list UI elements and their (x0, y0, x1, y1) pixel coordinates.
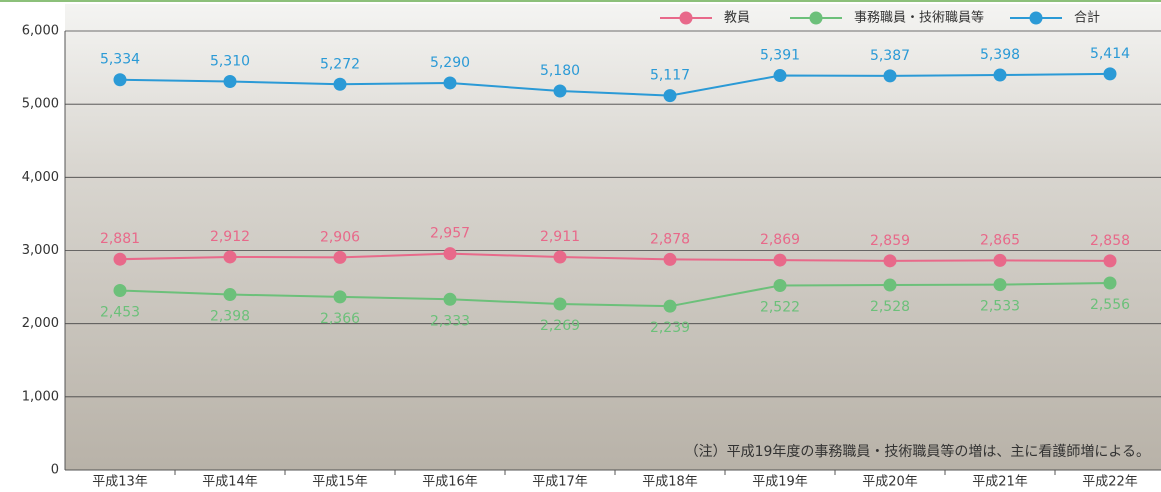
value-label: 2,859 (870, 233, 910, 249)
point (114, 73, 127, 86)
value-label: 2,865 (980, 232, 1020, 248)
x-tick-label: 平成13年 (92, 475, 148, 490)
legend-label: 教員 (724, 10, 750, 26)
x-tick-label: 平成17年 (532, 475, 588, 490)
y-tick-label: 3,000 (22, 243, 59, 258)
x-tick-label: 平成20年 (862, 475, 918, 490)
value-label: 2,533 (980, 299, 1020, 315)
point (334, 251, 347, 264)
point (554, 251, 567, 264)
value-label: 5,272 (320, 56, 360, 72)
x-tick-label: 平成18年 (642, 475, 698, 490)
point (664, 89, 677, 102)
value-label: 2,906 (320, 229, 360, 245)
legend-label: 事務職員・技術職員等 (854, 10, 984, 26)
chart: （注）平成19年度の事務職員・技術職員等の増は、主に看護師増による。 0 1,00… (0, 0, 1161, 492)
point (774, 254, 787, 267)
value-label: 5,414 (1090, 46, 1130, 62)
y-tick-label: 0 (51, 463, 59, 478)
value-label: 5,310 (210, 53, 250, 69)
value-label: 5,387 (870, 48, 910, 64)
y-tick-label: 5,000 (22, 97, 59, 112)
value-label: 2,269 (540, 318, 580, 334)
point (884, 254, 897, 267)
value-label: 2,878 (650, 231, 690, 247)
value-label: 2,556 (1090, 297, 1130, 313)
x-tick-label: 平成14年 (202, 475, 258, 490)
point (1104, 254, 1117, 267)
value-label: 2,333 (430, 313, 470, 329)
value-label: 2,522 (760, 299, 800, 315)
point (774, 69, 787, 82)
point (1104, 276, 1117, 289)
x-tick-label: 平成21年 (972, 475, 1028, 490)
point (664, 253, 677, 266)
point (994, 69, 1007, 82)
value-label: 5,398 (980, 47, 1020, 63)
point (884, 69, 897, 82)
value-label: 5,180 (540, 63, 580, 79)
x-tick-label: 平成15年 (312, 475, 368, 490)
value-label: 2,957 (430, 226, 470, 242)
point (554, 84, 567, 97)
y-tick-label: 4,000 (22, 170, 59, 185)
value-label: 2,869 (760, 232, 800, 248)
value-label: 2,858 (1090, 233, 1130, 249)
x-tick-label: 平成22年 (1082, 475, 1138, 490)
point (334, 78, 347, 91)
point (444, 76, 457, 89)
point (114, 253, 127, 266)
point (444, 247, 457, 260)
value-label: 2,398 (210, 309, 250, 325)
legend-marker (1030, 12, 1043, 25)
point (554, 297, 567, 310)
point (224, 75, 237, 88)
value-label: 2,366 (320, 311, 360, 327)
y-tick-label: 1,000 (22, 389, 59, 404)
point (774, 279, 787, 292)
value-label: 2,239 (650, 320, 690, 336)
point (664, 300, 677, 313)
x-tick-label: 平成19年 (752, 475, 808, 490)
annotation: （注）平成19年度の事務職員・技術職員等の増は、主に看護師増による。 (685, 443, 1150, 460)
value-label: 5,290 (430, 55, 470, 71)
point (994, 278, 1007, 291)
point (884, 279, 897, 292)
x-tick-label: 平成16年 (422, 475, 478, 490)
legend-label: 合計 (1074, 10, 1100, 26)
legend-marker (810, 12, 823, 25)
point (334, 290, 347, 303)
point (1104, 67, 1117, 80)
y-tick-label: 2,000 (22, 316, 59, 331)
value-label: 5,117 (650, 68, 690, 84)
point (114, 284, 127, 297)
point (994, 254, 1007, 267)
value-label: 2,911 (540, 229, 580, 245)
value-label: 2,912 (210, 229, 250, 245)
legend-marker (680, 12, 693, 25)
value-label: 2,528 (870, 299, 910, 315)
point (224, 250, 237, 263)
value-label: 5,334 (100, 52, 140, 68)
value-label: 5,391 (760, 48, 800, 64)
point (224, 288, 237, 301)
value-label: 2,881 (100, 231, 140, 247)
point (444, 293, 457, 306)
y-tick-label: 6,000 (22, 24, 59, 39)
value-label: 2,453 (100, 305, 140, 321)
